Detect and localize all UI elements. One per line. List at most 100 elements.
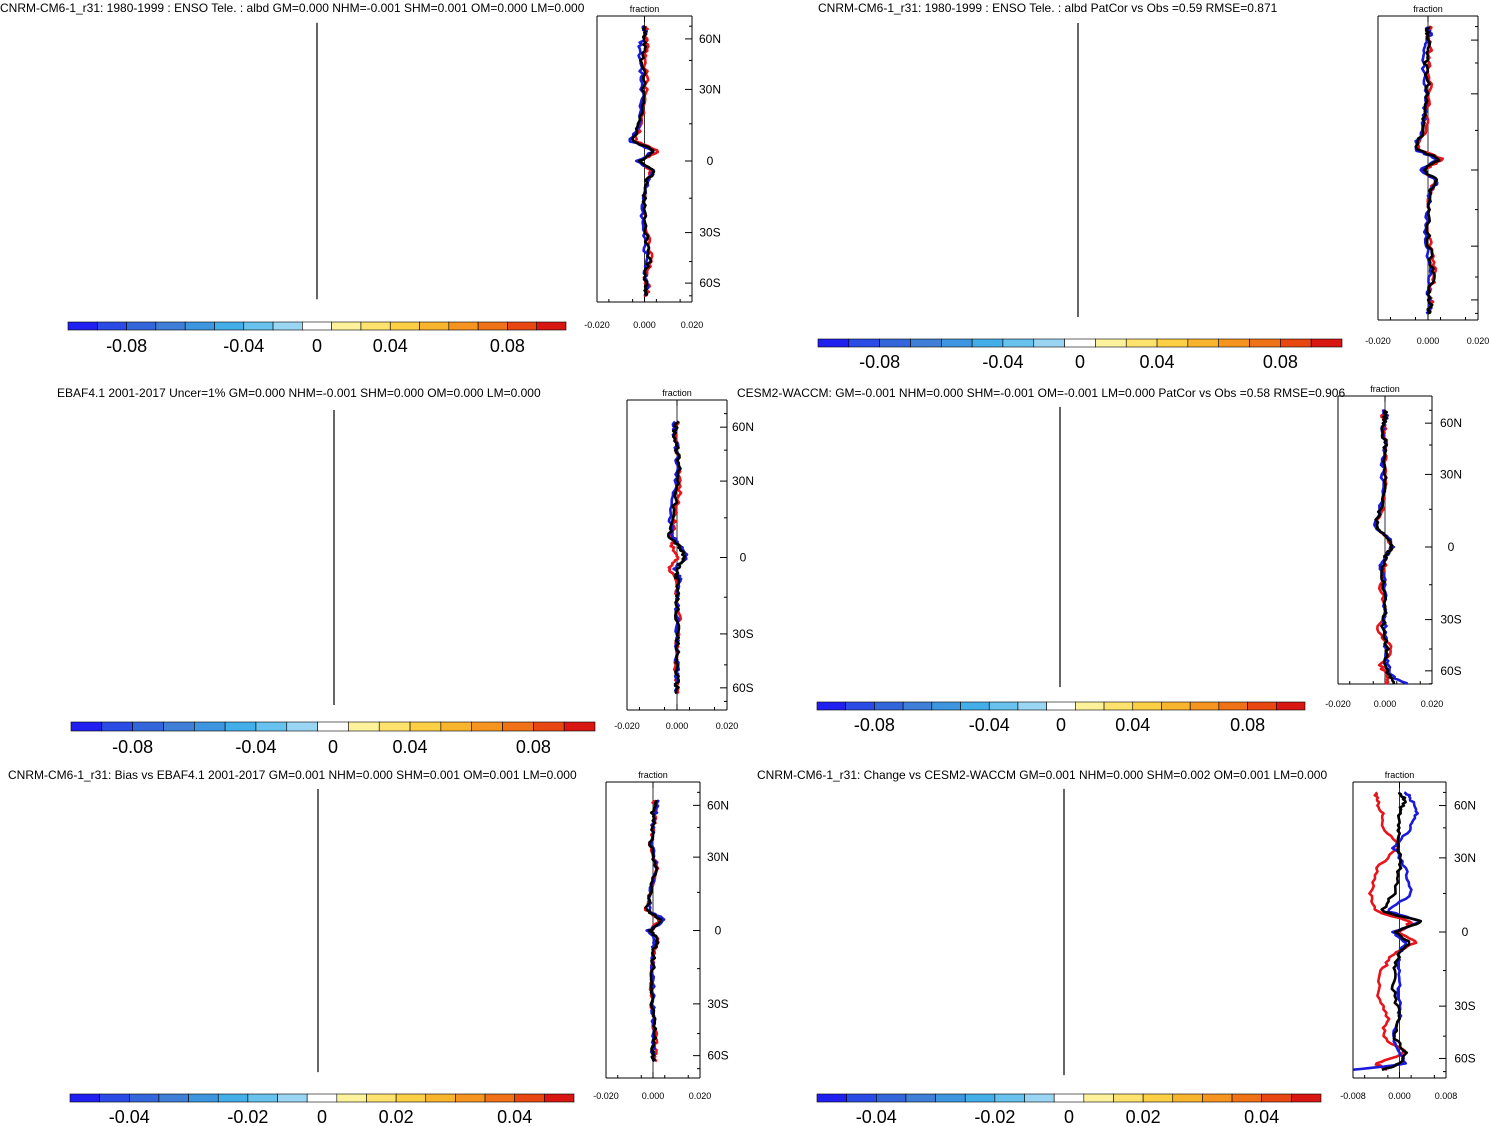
coastline-sumatra [933,919,950,945]
anomaly-contour [982,1030,1052,1042]
anomaly-patch [1066,882,1088,912]
colorbar-tick-label: 0 [317,1107,327,1126]
colorbar-swatch [905,1093,936,1103]
coastline-africa [799,843,864,1015]
panel-title: CNRM-CM6-1_r31: 1980-1999 : ENSO Tele. :… [818,1,1278,15]
latitude-label: 0 [740,551,747,565]
zonal-mean-plot: fraction -0.020 0.000 0.020 60N 30N 0 30S 60S [614,388,754,731]
colorbar-swatch [1083,1093,1114,1103]
anomaly-patch [1221,1027,1237,1037]
panel-title: CESM2-WACCM: GM=-0.001 NHM=0.000 SHM=-0.… [737,386,1346,400]
zonal-axis-title: fraction [662,388,692,398]
zonal-line-total [1414,26,1441,315]
anomaly-patch [788,857,1337,884]
anomaly-contour [1060,848,1142,871]
anomaly-patch [1202,923,1217,941]
colorbar-tick-label: -0.08 [854,715,895,735]
anomaly-patch [977,796,1006,808]
anomaly-patch [1315,817,1329,839]
anomaly-patch [846,823,861,846]
colorbar-tick-label: -0.04 [969,715,1010,735]
coastline-eurasia [1318,823,1328,845]
colorbar-tick-label: -0.04 [982,352,1023,372]
anomaly-contour [981,924,1008,940]
anomaly-contour [1114,1061,1177,1066]
anomaly-contour [1110,920,1207,933]
anomaly-patch [1088,887,1123,902]
coastline-eurasia [793,792,1064,930]
colorbar-swatch [1172,1093,1203,1103]
latitude-label: 60S [732,681,753,695]
anomaly-patch [1242,849,1262,874]
latitude-label: 60N [732,420,754,434]
anomaly-contour [1211,1045,1262,1058]
zonal-axis-title: fraction [630,4,660,14]
zonal-line-total [667,420,686,695]
anomaly-patch [1257,828,1277,843]
colorbar-tick-label: 0.02 [1126,1107,1161,1126]
coastline-madagascar [856,963,864,995]
latitude-label: 0 [1448,540,1455,554]
zonal-mean-plot: fraction -0.020 0.000 0.020 60N 30N 0 30S 60S [1325,384,1462,709]
anomaly-contour [1066,943,1175,964]
anomaly-patch [846,928,860,945]
colorbar-tick-label: 0 [312,336,322,356]
colorbar-swatch [875,1093,907,1103]
anomaly-patch [1167,947,1201,960]
colorbar-tick-label: -0.04 [109,1107,150,1126]
zonal-tick-label: 0.000 [666,721,689,731]
anomaly-contour [1054,938,1183,967]
colorbar-tick-label: 0.04 [393,737,428,757]
colorbar-swatch [1291,1093,1322,1103]
colorbar-tick-label: -0.08 [859,352,900,372]
latitude-label: 30S [1440,613,1461,627]
zonal-line-total [1380,792,1423,1071]
anomaly-contour [1093,917,1223,936]
coastline-africa [1314,845,1327,893]
zonal-tick-label: 0.000 [1388,1091,1411,1101]
coastline-namerica [1081,794,1246,912]
latitude-label: 30N [732,474,754,488]
anomaly-patch [1214,982,1248,1010]
zonal-line-total [644,799,663,1063]
coastline-japan [988,833,1007,853]
anomaly-contour [1076,916,1235,939]
colorbar-tick-label: 0 [1064,1107,1074,1126]
colorbar: -0.08 -0.04 0 0.04 0.08 [817,338,1343,372]
latitude-label: 0 [715,924,722,938]
anomaly-contour [862,956,898,985]
anomaly-contour [1077,944,1159,960]
latitude-label: 30N [1440,467,1462,481]
colorbar-swatch [816,1093,847,1103]
anomaly-contour [918,927,965,937]
zonal-tick-label: 0.000 [1417,336,1440,346]
latitude-label: 0 [1462,925,1469,939]
anomaly-patch [855,943,876,978]
anomaly-patch [800,815,1332,839]
anomaly-contour [1228,1050,1243,1054]
colorbar-tick-label: 0 [1075,352,1085,372]
anomaly-patch [1051,981,1090,1000]
colorbar-tick-label: 0.04 [497,1107,532,1126]
panel-title: EBAF4.1 2001-2017 Uncer=1% GM=0.000 NHM=… [57,386,541,400]
colorbar-tick-label: -0.02 [974,1107,1015,1126]
colorbar-swatch [563,721,596,732]
anomaly-patch [1246,902,1281,916]
colorbar-tick-label: 0.08 [516,737,551,757]
colorbar-tick-label: -0.08 [112,737,153,757]
colorbar: -0.04 -0.02 0 0.02 0.04 [816,1093,1322,1126]
colorbar-tick-label: -0.04 [856,1107,897,1126]
coastline-newguinea [988,935,1017,956]
colorbar-swatch [1261,1093,1292,1103]
colorbar-tick-label: -0.04 [223,336,264,356]
anomaly-contour [896,923,980,941]
zonal-tick-label: 0.020 [1421,699,1444,709]
anomaly-contour [1055,895,1133,907]
anomaly-contour [1054,844,1146,874]
anomaly-contour [1126,1062,1168,1065]
latitude-label: 60S [699,276,720,290]
anomaly-patch [809,1053,1315,1061]
